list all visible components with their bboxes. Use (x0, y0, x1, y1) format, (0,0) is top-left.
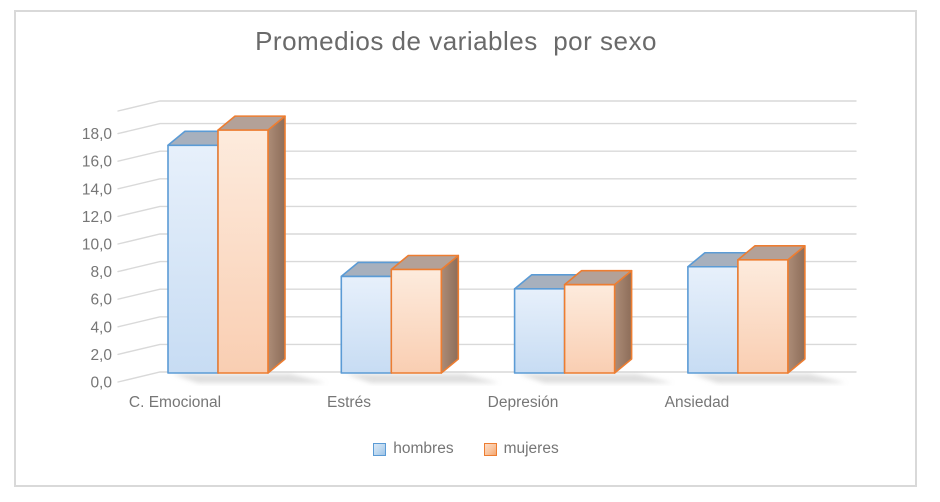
legend-item-hombres[interactable]: hombres (373, 440, 454, 458)
y-tick-label-2_0: 2,0 (90, 347, 112, 364)
y-tick-label-18_0: 18,0 (82, 126, 113, 143)
bar-shadow (345, 374, 500, 383)
y-tick-label-12_0: 12,0 (82, 209, 113, 226)
y-tick-label-0_0: 0,0 (90, 375, 112, 392)
y-tick-label-16_0: 16,0 (82, 154, 113, 171)
y-axis-tick-labels: 0,0 2,0 4,0 6,0 8,0 10,0 12,0 14,0 16,0 18,0 (82, 126, 113, 391)
bar-mujeres-c-emocional[interactable] (217, 115, 286, 374)
bar-mujeres-ansiedad[interactable] (737, 245, 806, 374)
bars (167, 115, 806, 374)
legend-item-mujeres[interactable]: mujeres (483, 440, 559, 458)
bar-mujeres-estr-s[interactable] (390, 254, 460, 374)
legend-swatch-mujeres-icon (483, 442, 497, 456)
y-tick-label-4_0: 4,0 (90, 319, 112, 336)
category-label-estr-s: Estrés (327, 394, 371, 411)
bar-shadow (518, 374, 673, 383)
legend-label-hombres: hombres (393, 440, 454, 457)
category-label-c-emocional: C. Emocional (129, 394, 221, 411)
legend-label-mujeres: mujeres (503, 440, 559, 457)
y-tick-label-14_0: 14,0 (82, 181, 113, 198)
legend-swatch-hombres-icon (373, 442, 387, 456)
category-label-ansiedad: Ansiedad (665, 394, 730, 411)
bar-shadows (172, 374, 846, 383)
y-tick-label-10_0: 10,0 (82, 237, 113, 254)
bar-mujeres-depresi-n[interactable] (563, 269, 633, 374)
y-tick-label-6_0: 6,0 (90, 292, 112, 309)
y-tick-label-8_0: 8,0 (90, 264, 112, 281)
category-label-depresi-n: Depresión (488, 394, 559, 411)
bar-shadow (691, 374, 846, 383)
category-axis-labels: C. Emocional Estrés Depresión Ansiedad (129, 394, 729, 411)
legend: hombres mujeres (0, 440, 932, 458)
chart-title: Promedios de variables por sexo (255, 26, 657, 56)
bar-shadow (172, 374, 326, 383)
